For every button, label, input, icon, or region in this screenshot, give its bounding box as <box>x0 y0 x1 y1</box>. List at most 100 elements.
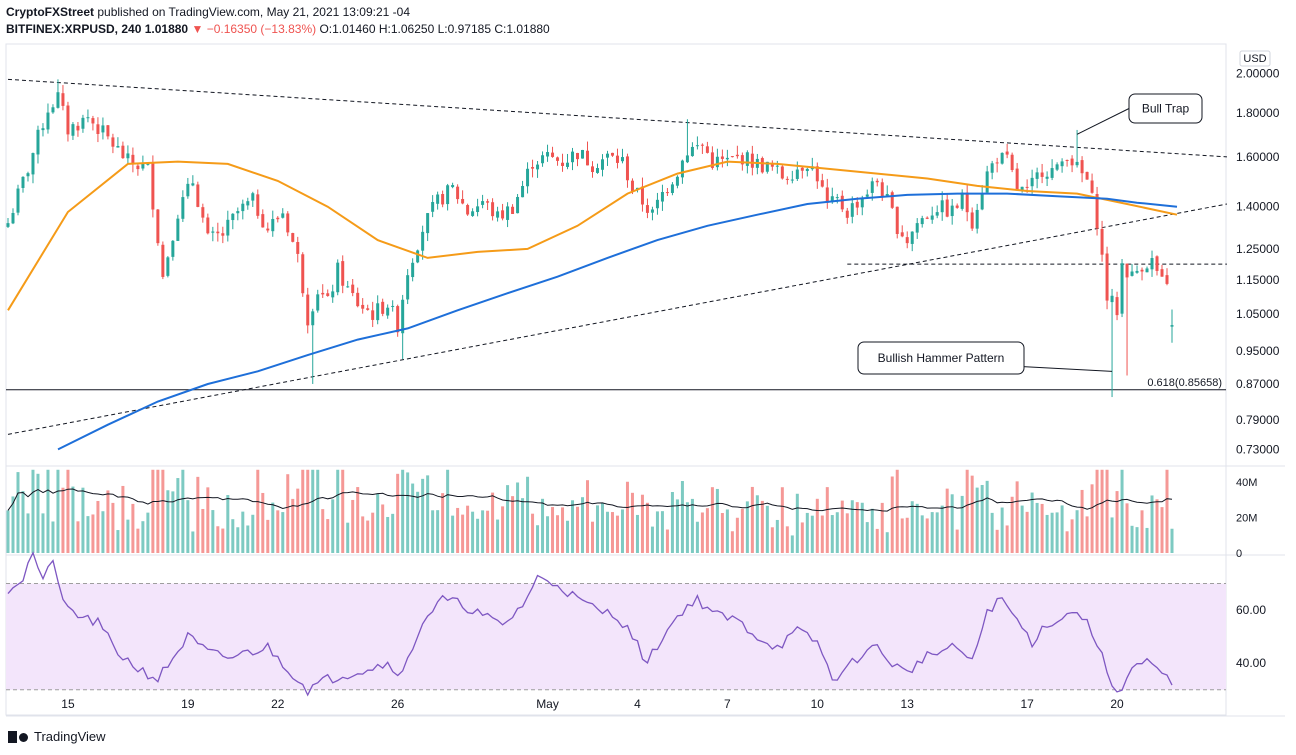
candle-body <box>156 209 160 244</box>
volume-bar <box>511 496 515 553</box>
volume-bar <box>571 500 575 553</box>
volume-bar <box>1065 531 1069 553</box>
candle-body <box>1045 176 1049 179</box>
volume-bar <box>800 522 804 553</box>
candle-body <box>1115 297 1119 316</box>
volume-bar <box>321 509 325 553</box>
candle-body <box>865 194 869 197</box>
volume-bar <box>1125 503 1129 553</box>
candle-body <box>426 213 430 234</box>
volume-bar <box>231 519 235 553</box>
candle-body <box>820 180 824 187</box>
candle-body <box>640 186 644 205</box>
volume-bar <box>850 500 854 553</box>
volume-bar <box>111 502 115 553</box>
candle-body <box>36 129 40 155</box>
price-change: −0.16350 (−13.83%) <box>206 22 317 36</box>
candle-body <box>256 194 260 216</box>
volume-bar <box>396 473 400 553</box>
footer: TradingView <box>8 729 106 744</box>
candle-body <box>715 156 719 168</box>
candle-body <box>531 167 535 169</box>
volume-bar <box>625 481 629 553</box>
annotation-label: Bull Trap <box>1142 102 1190 116</box>
candle-body <box>166 257 170 276</box>
candle-body <box>376 303 380 321</box>
candle-body <box>1090 180 1094 193</box>
candle-body <box>176 218 180 241</box>
date-tick-label: May <box>536 697 559 711</box>
volume-bar <box>291 498 295 553</box>
volume-bar <box>900 518 904 553</box>
date-tick-label: 13 <box>901 697 915 711</box>
candle-body <box>690 146 694 157</box>
volume-bar <box>431 510 435 553</box>
annotation-pointer <box>1076 108 1130 135</box>
candle-body <box>720 156 724 159</box>
candle-body <box>546 152 550 157</box>
candle-body <box>326 293 330 296</box>
candle-body <box>1085 171 1089 180</box>
volume-bar <box>685 502 689 553</box>
fib-label: 0.618(0.85658) <box>1147 377 1222 389</box>
candle-body <box>411 262 415 278</box>
candles <box>6 79 1174 398</box>
candle-body <box>765 161 769 172</box>
candle-body <box>955 205 959 208</box>
candle-body <box>1150 258 1154 270</box>
volume-bar <box>371 512 375 553</box>
rsi-tick-label: 40.00 <box>1236 656 1266 670</box>
candle-body <box>321 292 325 295</box>
open-value: 1.01460 <box>332 22 376 36</box>
volume-bar <box>521 498 525 553</box>
candle-body <box>301 254 305 294</box>
candle-body <box>586 150 590 166</box>
candle-body <box>1135 270 1139 273</box>
candle-body <box>46 112 50 130</box>
down-arrow-icon: ▼ <box>191 22 204 36</box>
volume-bar <box>546 516 550 553</box>
candle-body <box>815 166 819 182</box>
date-tick-label: 15 <box>61 697 75 711</box>
open-label: O: <box>319 22 333 36</box>
volume-bar <box>925 518 929 553</box>
candle-body <box>615 155 619 163</box>
candle-body <box>1125 263 1129 278</box>
candle-body <box>730 156 734 158</box>
candle-body <box>56 92 60 108</box>
candle-body <box>451 185 455 188</box>
volume-bar <box>665 529 669 553</box>
candle-body <box>356 292 360 307</box>
volume-bar <box>271 502 275 553</box>
candle-body <box>600 159 604 170</box>
candle-body <box>31 153 35 175</box>
volume-bar <box>790 535 794 553</box>
volume-bar <box>436 510 440 553</box>
candle-body <box>1020 186 1024 191</box>
candle-body <box>311 311 315 326</box>
date-tick-label: 10 <box>811 697 825 711</box>
volume-bar <box>810 515 814 553</box>
volume-bar <box>326 519 330 553</box>
candle-body <box>126 153 130 159</box>
volume-bar <box>840 500 844 553</box>
candle-body <box>146 163 150 165</box>
volume-bar <box>356 487 360 553</box>
trendline <box>7 78 1227 158</box>
volume-bar <box>481 510 485 553</box>
annotation-box <box>857 341 1025 375</box>
volume-bar <box>376 493 380 553</box>
price-tick-label: 0.79000 <box>1236 413 1280 427</box>
volume-bar <box>820 515 824 553</box>
candle-body <box>975 209 979 229</box>
candle-body <box>710 152 714 168</box>
candle-body <box>630 180 634 192</box>
volume-bar <box>491 492 495 553</box>
volume-bar <box>735 517 739 553</box>
volume-bar <box>46 469 50 553</box>
volume-bar <box>1130 525 1134 553</box>
candle-body <box>161 244 165 277</box>
volume-bar <box>1005 525 1009 553</box>
candle-body <box>81 117 85 129</box>
